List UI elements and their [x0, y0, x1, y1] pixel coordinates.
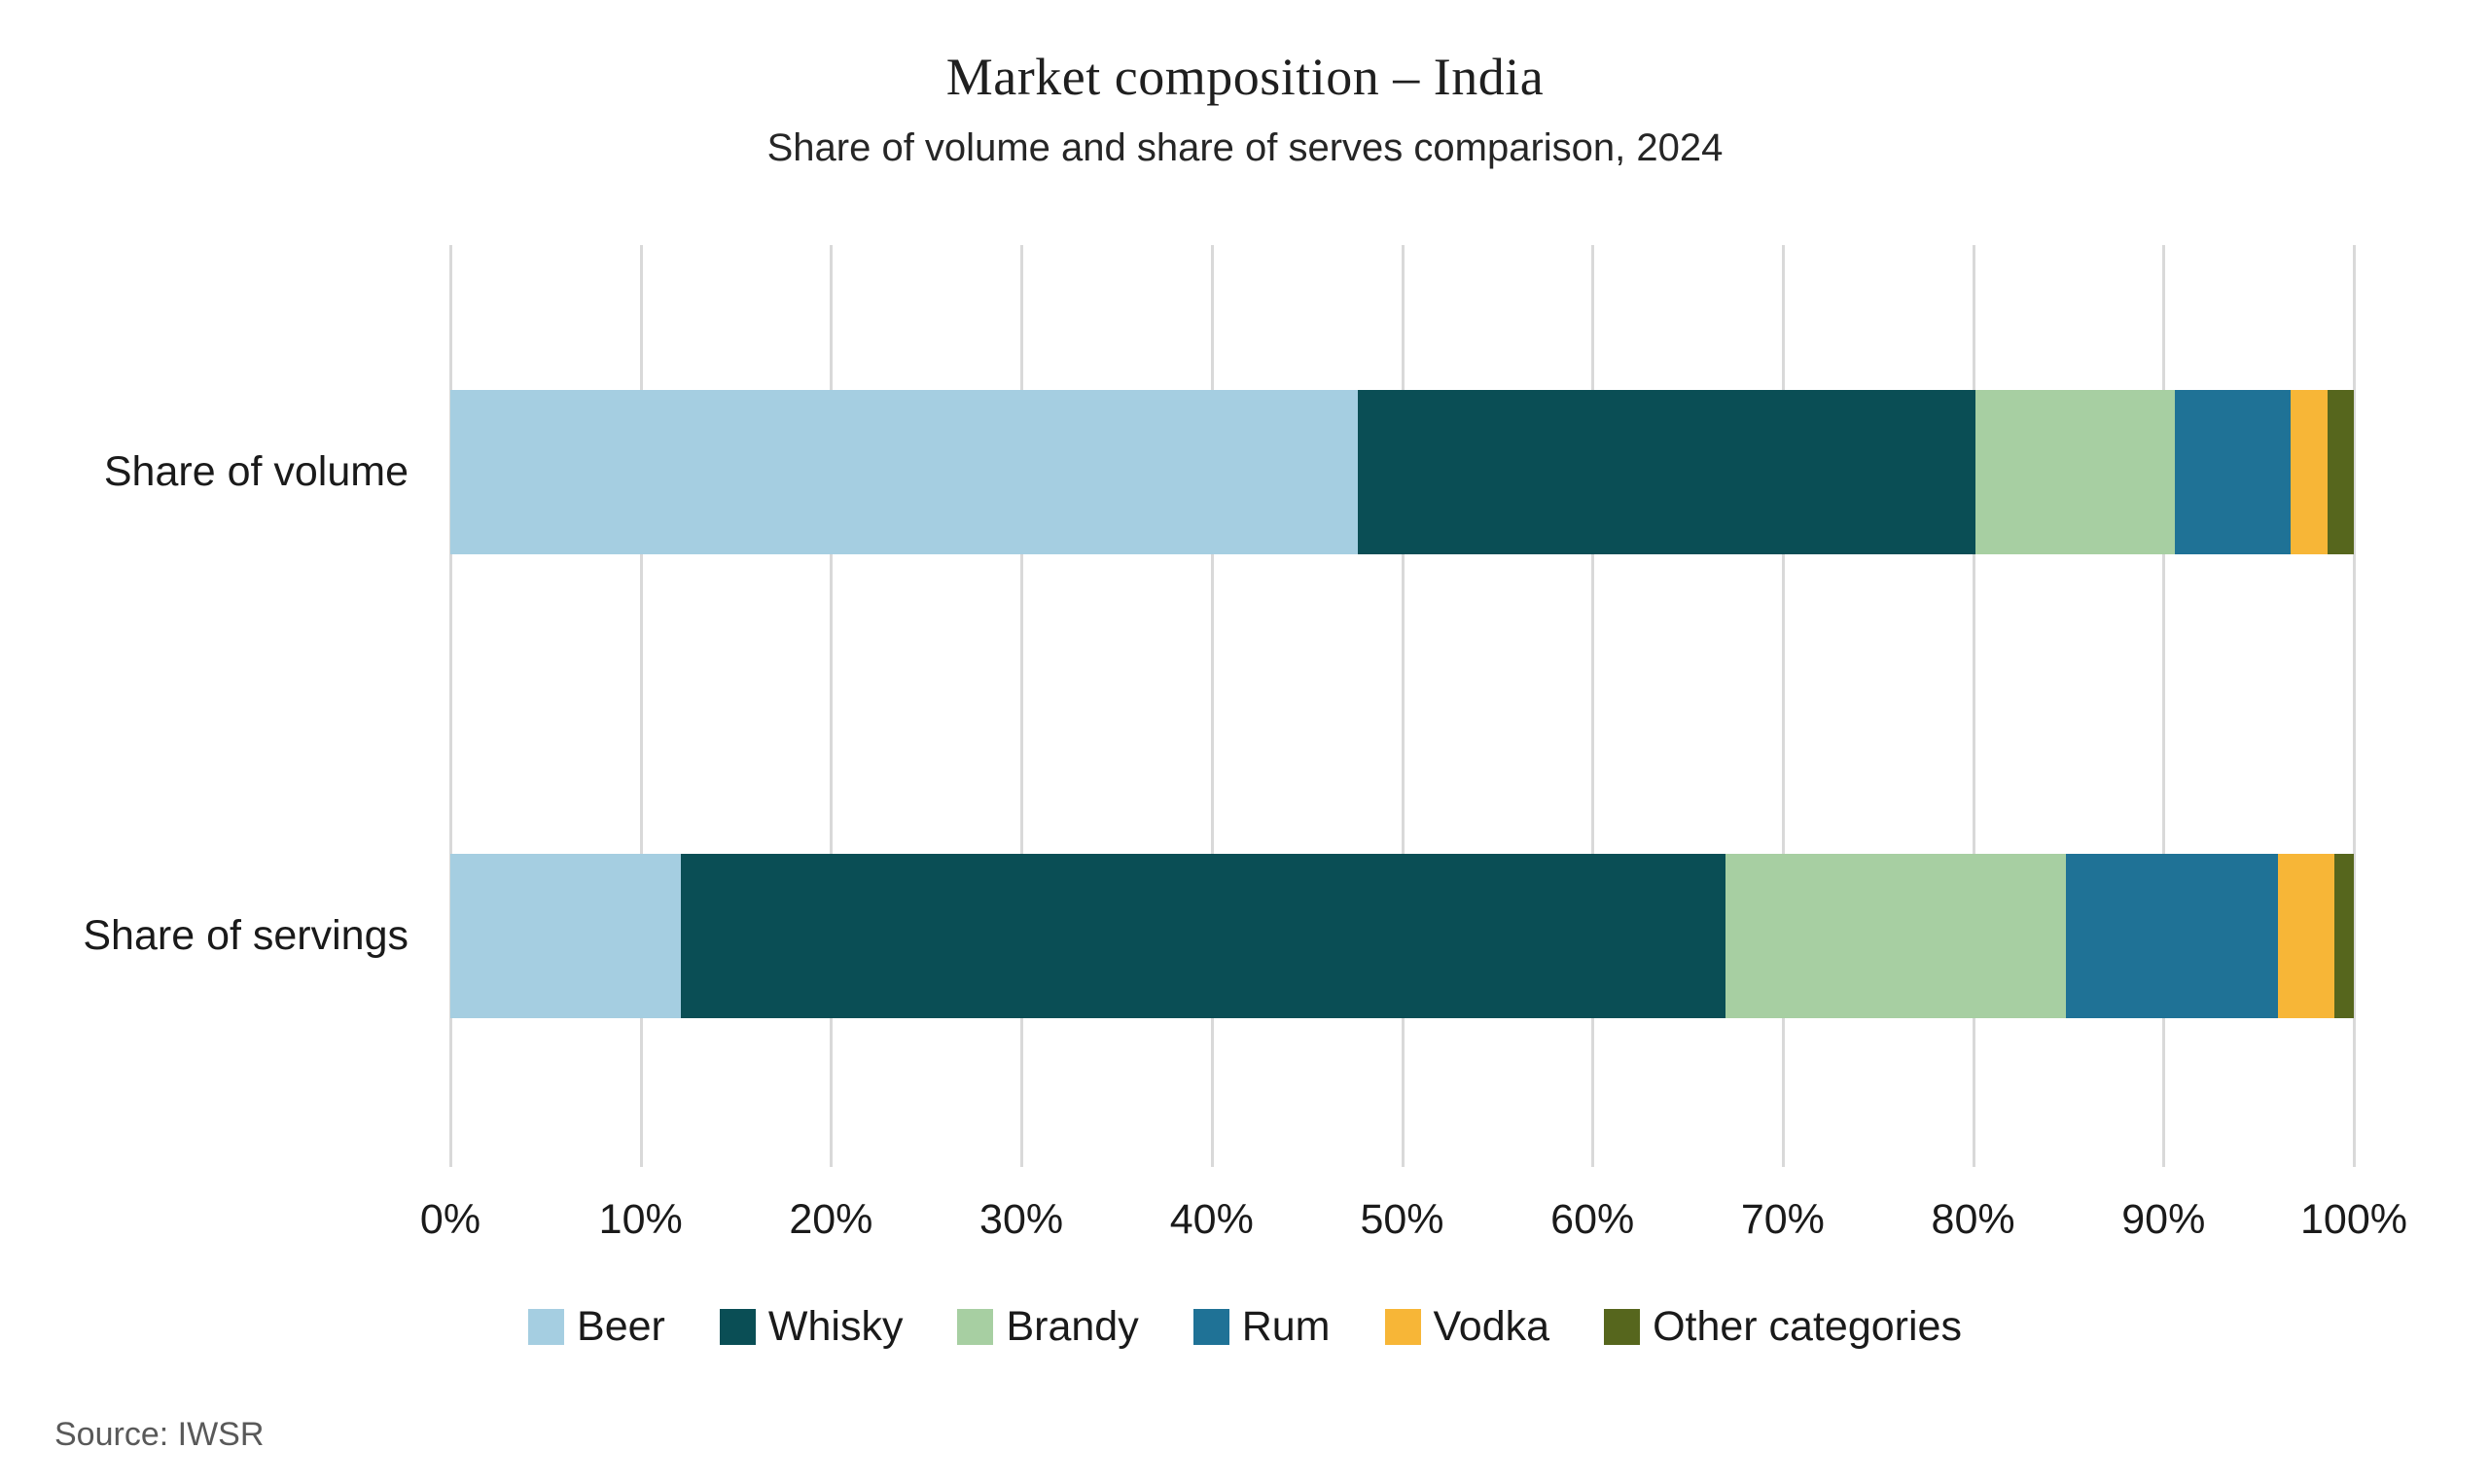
gridline-50% [1401, 245, 1405, 1167]
x-tick-70%: 70% [1740, 1196, 1825, 1243]
x-tick-20%: 20% [789, 1196, 873, 1243]
x-tick-40%: 40% [1169, 1196, 1254, 1243]
segment-vodka [2277, 854, 2335, 1018]
gridline-70% [1781, 245, 1785, 1167]
gridline-10% [639, 245, 643, 1167]
segment-brandy [1725, 854, 2067, 1018]
chart-subtitle: Share of volume and share of serves comp… [766, 126, 1724, 169]
segment-vodka [2291, 390, 2328, 554]
x-tick-90%: 90% [2121, 1196, 2206, 1243]
legend-label-brandy: Brandy [1006, 1303, 1139, 1350]
legend-label-other-categories: Other categories [1653, 1303, 1962, 1350]
gridline-30% [1020, 245, 1024, 1167]
x-tick-30%: 30% [979, 1196, 1064, 1243]
gridline-80% [1972, 245, 1975, 1167]
gridline-90% [2162, 245, 2166, 1167]
x-tick-100%: 100% [2300, 1196, 2407, 1243]
legend-swatch-whisky [719, 1309, 756, 1345]
legend-item-other-categories: Other categories [1604, 1303, 1962, 1351]
legend-swatch-brandy [957, 1309, 994, 1345]
plot-area [449, 245, 2356, 1167]
gridline-20% [830, 245, 834, 1167]
x-tick-50%: 50% [1360, 1196, 1444, 1243]
gridline-100% [2353, 245, 2356, 1167]
legend-label-rum: Rum [1241, 1303, 1331, 1350]
legend-item-whisky: Whisky [719, 1303, 904, 1351]
segment-brandy [1974, 390, 2176, 554]
segment-rum [2175, 390, 2292, 554]
legend-label-beer: Beer [577, 1303, 665, 1350]
bar-share-of-volume [450, 390, 2354, 554]
legend-swatch-vodka [1384, 1309, 1421, 1345]
segment-other-categories [2327, 390, 2354, 554]
x-axis: 0% 10% 20% 30% 40% 50% 60% 70% 80% 90% 100% [420, 1196, 2407, 1254]
category-label-share-of-servings: Share of servings [83, 911, 409, 959]
segment-whisky [1358, 390, 1975, 554]
segment-beer [450, 854, 681, 1018]
x-tick-10%: 10% [598, 1196, 683, 1243]
legend-swatch-rum [1192, 1309, 1229, 1345]
legend-item-vodka: Vodka [1384, 1303, 1550, 1351]
segment-whisky [680, 854, 1726, 1018]
legend-item-brandy: Brandy [957, 1303, 1139, 1351]
source-note: Source: IWSR [54, 1416, 265, 1453]
legend-swatch-beer [528, 1309, 565, 1345]
category-label-share-of-volume: Share of volume [103, 447, 409, 495]
chart-title: Market composition – India [945, 48, 1545, 106]
bar-share-of-servings [450, 854, 2354, 1018]
gridline-0% [449, 245, 452, 1167]
segment-other-categories [2334, 854, 2354, 1018]
gridline-40% [1210, 245, 1214, 1167]
gridline-60% [1591, 245, 1595, 1167]
x-tick-60%: 60% [1550, 1196, 1635, 1243]
legend-label-whisky: Whisky [767, 1303, 904, 1350]
legend-item-beer: Beer [528, 1303, 665, 1351]
legend-swatch-other-categories [1604, 1309, 1641, 1345]
x-tick-80%: 80% [1931, 1196, 2015, 1243]
segment-beer [450, 390, 1359, 554]
legend-item-rum: Rum [1192, 1303, 1331, 1351]
legend-label-vodka: Vodka [1433, 1303, 1550, 1350]
segment-rum [2066, 854, 2278, 1018]
x-tick-0%: 0% [419, 1196, 481, 1243]
legend: Beer Whisky Brandy Rum Vodka Other categories [0, 1303, 2490, 1351]
